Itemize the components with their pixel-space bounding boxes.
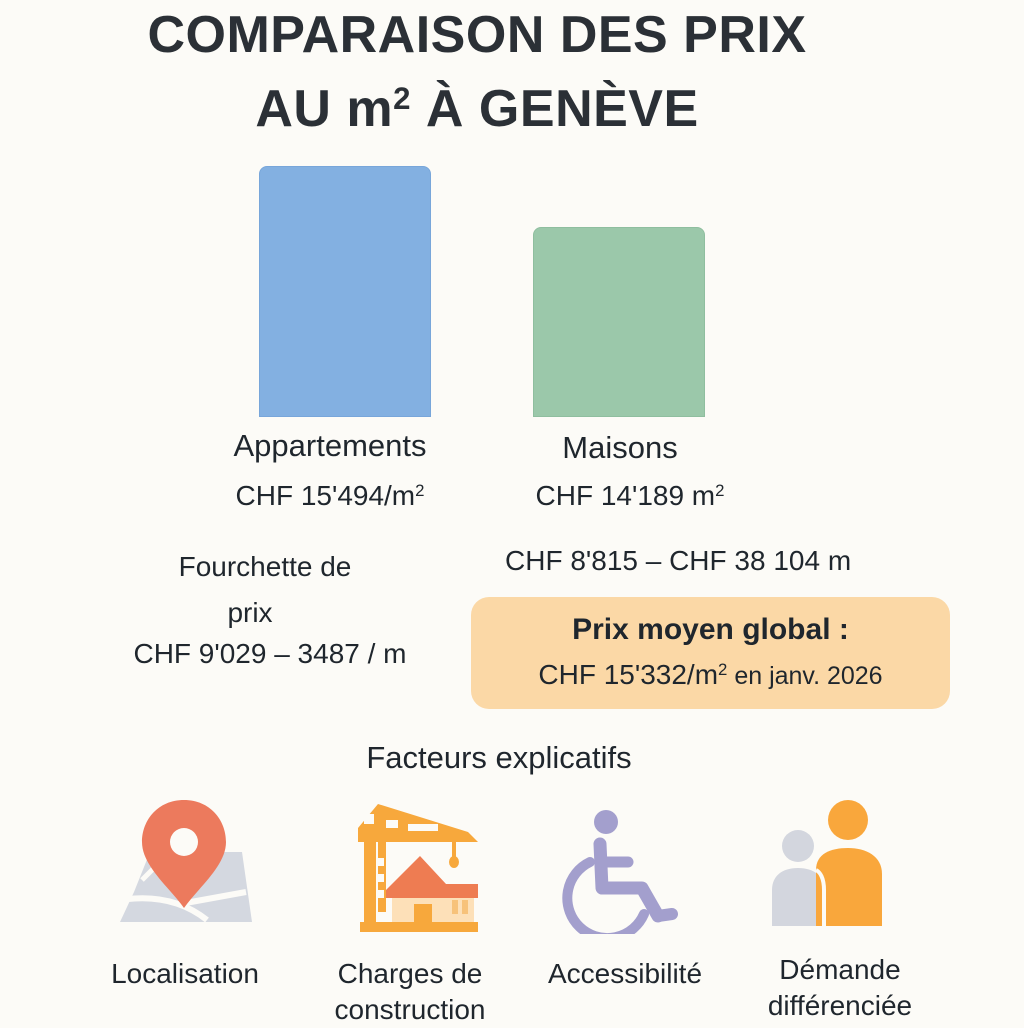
range-maisons: CHF 8'815 – CHF 38 104 m — [505, 545, 852, 576]
factor-label-demande: Démande différenciée — [767, 954, 913, 1021]
page-title: COMPARAISON DES PRIX AU m2 À GENÈVE — [0, 4, 954, 140]
map-pin-icon — [112, 792, 260, 940]
factors-heading: Facteurs explicatifs — [366, 740, 632, 775]
title-line-2: AU m2 À GENÈVE — [255, 80, 699, 138]
bar-maisons — [533, 227, 705, 417]
factor-label-localisation: Localisation — [111, 958, 259, 989]
summary-title: Prix moyen global : — [572, 613, 849, 646]
range-label: Fourchette de prix — [178, 551, 352, 628]
crane-house-icon — [356, 800, 482, 936]
summary-box: Prix moyen global : CHF 15'332/m2 en jan… — [471, 597, 950, 709]
price-appartements: CHF 15'494/m2 — [235, 480, 425, 511]
title-line-1: COMPARAISON DES PRIX — [147, 6, 807, 64]
factor-label-construction: Charges de construction — [334, 958, 486, 1025]
bar-appartements — [259, 166, 431, 417]
label-appartements: Appartements — [233, 428, 427, 463]
range-appartements: CHF 9'029 – 3487 / m — [133, 638, 407, 669]
wheelchair-icon — [562, 804, 692, 944]
people-icon — [770, 798, 890, 928]
label-maisons: Maisons — [562, 430, 678, 465]
summary-value: CHF 15'332/m2 en janv. 2026 — [538, 659, 883, 690]
price-maisons: CHF 14'189 m2 — [535, 480, 725, 511]
factor-label-accessibilite: Accessibilité — [547, 958, 703, 989]
